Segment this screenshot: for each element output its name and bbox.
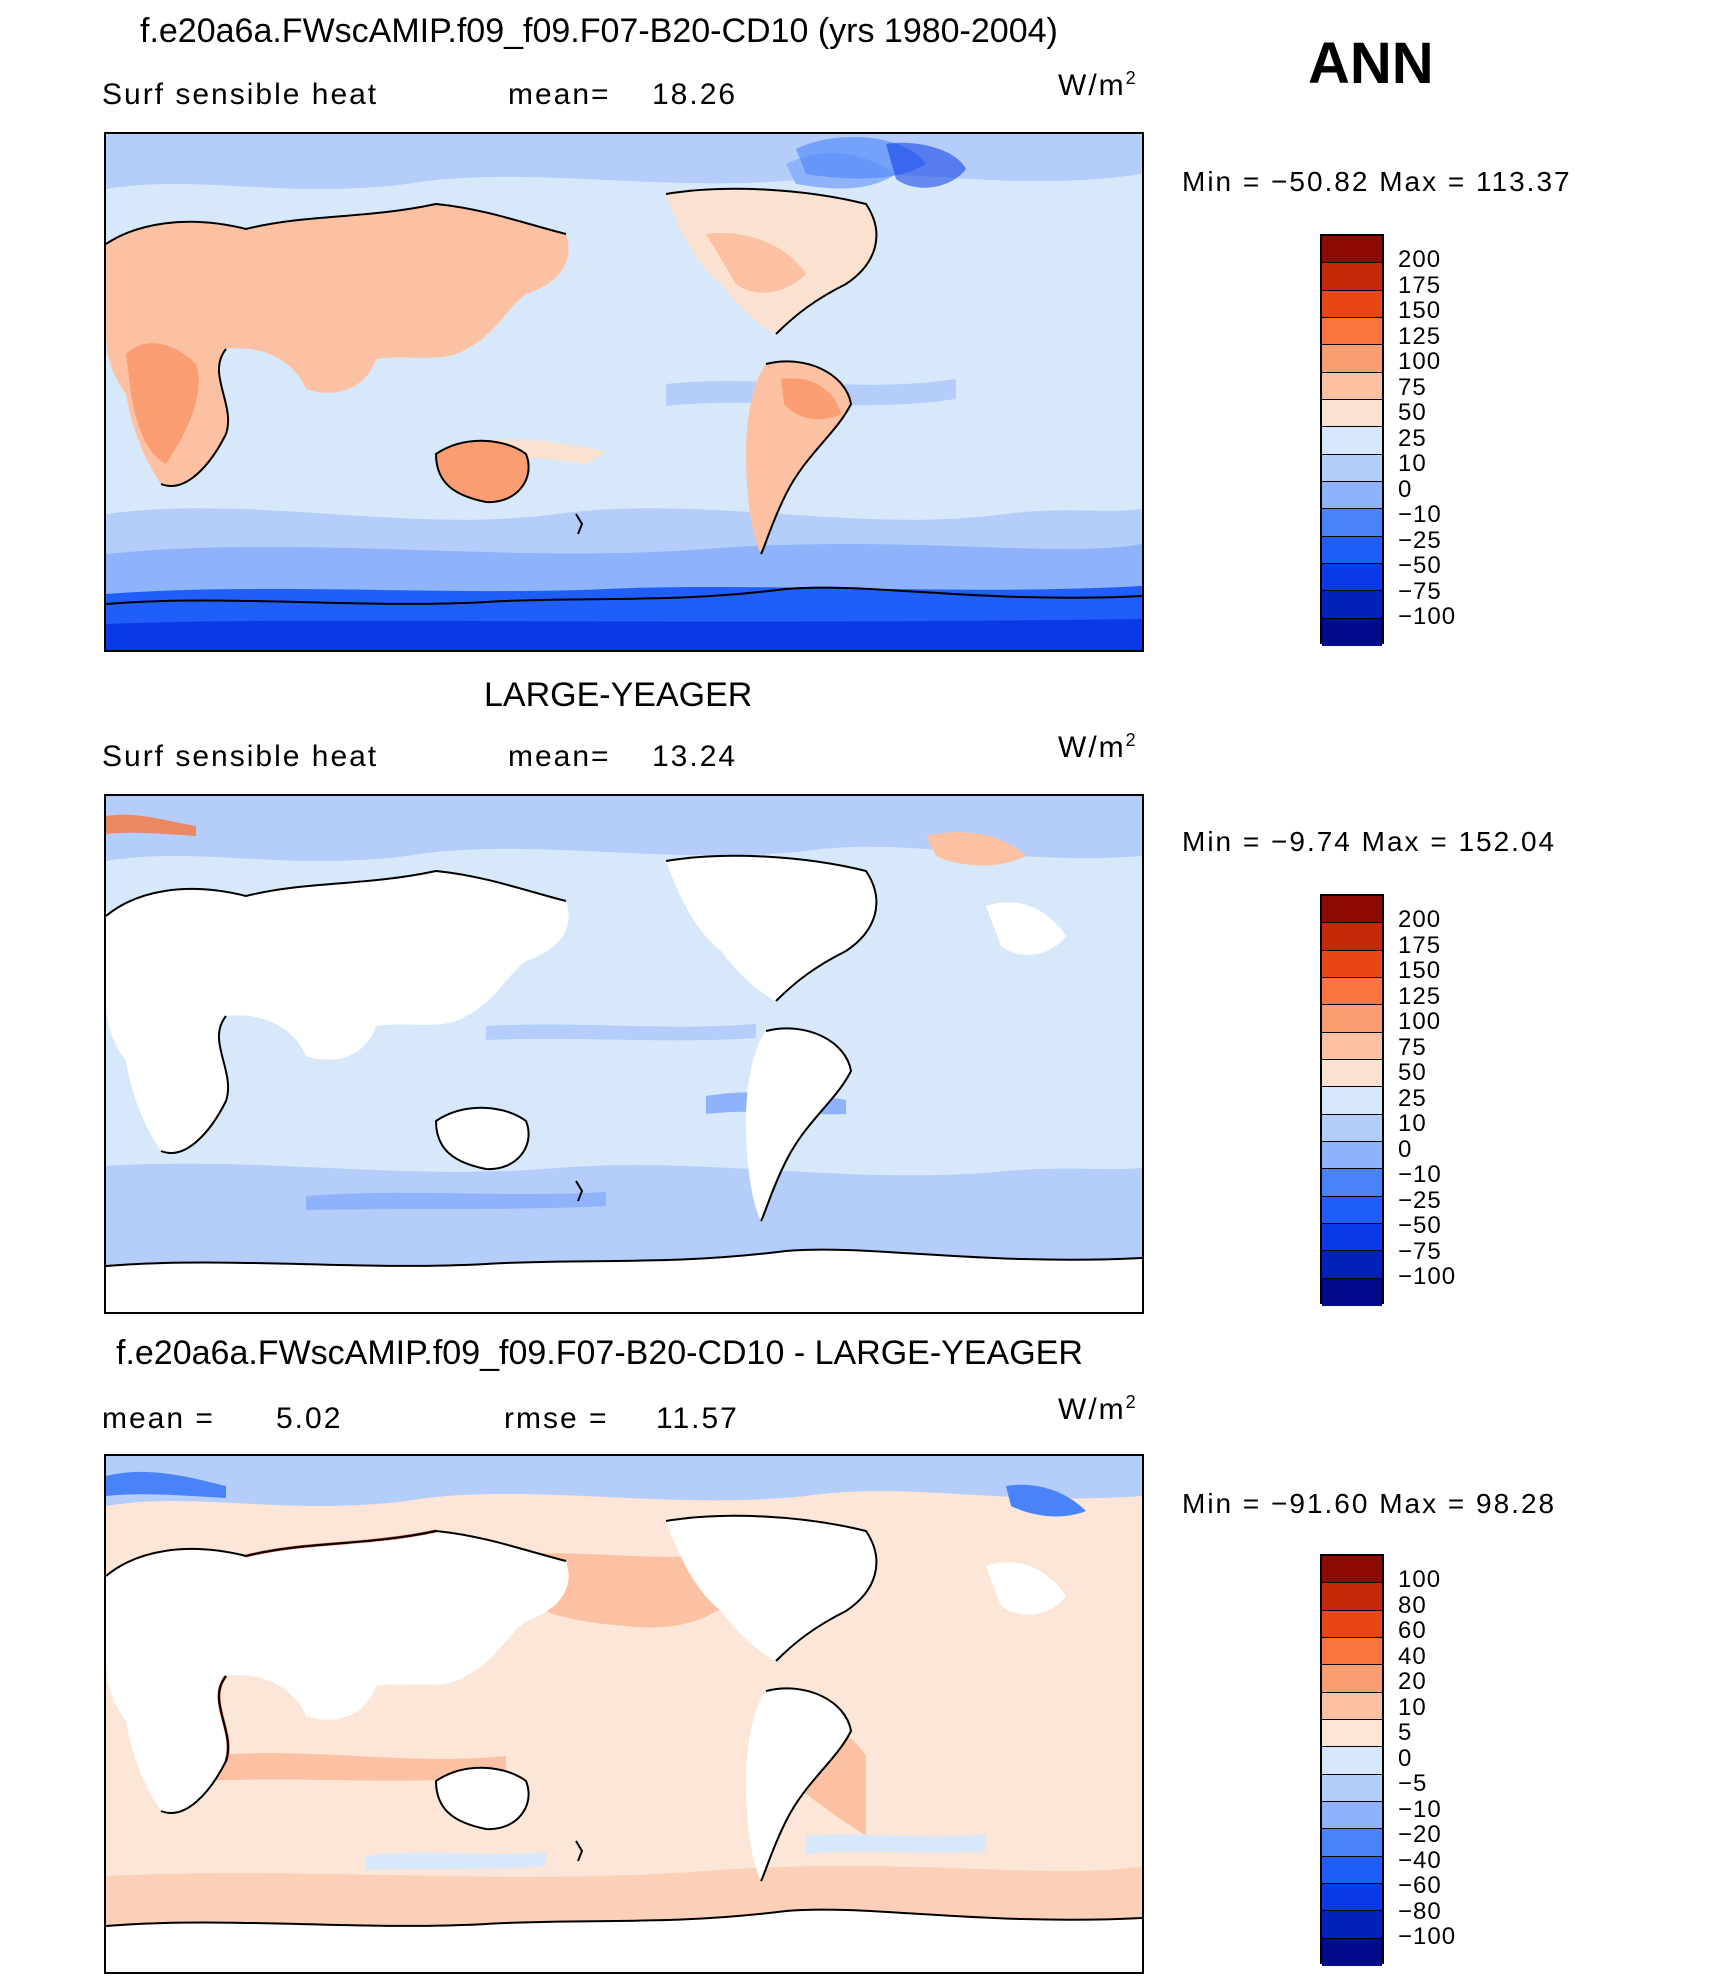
colorbar-label: 200 — [1398, 246, 1442, 273]
colorbar-label: 125 — [1398, 323, 1442, 350]
colorbar-label: 75 — [1398, 1034, 1427, 1061]
panel-1-units: W/m2 — [1058, 68, 1138, 102]
panel-1-variable-label: Surf sensible heat — [102, 78, 379, 111]
panel-1-mean-value: 18.26 — [652, 78, 738, 111]
panel-1-minmax: Min = −50.82 Max = 113.37 — [1182, 166, 1572, 197]
colorbar-label: 20 — [1398, 1668, 1427, 1695]
colorbar-label: −100 — [1398, 1923, 1457, 1950]
colorbar-label: 175 — [1398, 272, 1442, 299]
colorbar-label: −75 — [1398, 578, 1442, 605]
colorbar-label: 25 — [1398, 1085, 1427, 1112]
colorbar-label: −80 — [1398, 1898, 1442, 1925]
colorbar-label: 150 — [1398, 957, 1442, 984]
colorbar-label: 25 — [1398, 425, 1427, 452]
colorbar-label: 100 — [1398, 1566, 1442, 1593]
panel-2-mean-label: mean= — [508, 740, 611, 773]
colorbar-label: 50 — [1398, 399, 1427, 426]
colorbar-label: 10 — [1398, 450, 1427, 477]
season-label: ANN — [1308, 31, 1434, 96]
colorbar-label: 75 — [1398, 374, 1427, 401]
panel-3-mean-value: 5.02 — [276, 1402, 343, 1435]
colorbar-label: −100 — [1398, 603, 1457, 630]
panel-2-variable-label: Surf sensible heat — [102, 740, 379, 773]
panel-3-title: f.e20a6a.FWscAMIP.f09_f09.F07-B20-CD10 -… — [116, 1334, 1083, 1372]
colorbar-label: 50 — [1398, 1059, 1427, 1086]
panel-1-title: f.e20a6a.FWscAMIP.f09_f09.F07-B20-CD10 (… — [140, 12, 1058, 50]
colorbar-label: 0 — [1398, 476, 1413, 503]
panel-3-rmse-value: 11.57 — [656, 1402, 739, 1435]
colorbar-label: 100 — [1398, 348, 1442, 375]
colorbar-label: 100 — [1398, 1008, 1442, 1035]
colorbar-label: −20 — [1398, 1821, 1442, 1848]
panel-1-mean-label: mean= — [508, 78, 611, 111]
colorbar-label: −10 — [1398, 1796, 1442, 1823]
panel-2-colorbar — [1320, 894, 1384, 1306]
colorbar-label: −50 — [1398, 552, 1442, 579]
panel-2-mean-value: 13.24 — [652, 740, 738, 773]
panel-3-colorbar — [1320, 1554, 1384, 1966]
colorbar-label: 200 — [1398, 906, 1442, 933]
colorbar-label: 10 — [1398, 1110, 1427, 1137]
panel-1-colorbar — [1320, 234, 1384, 646]
panel-3-minmax: Min = −91.60 Max = 98.28 — [1182, 1488, 1557, 1519]
panel-1-map — [104, 132, 1144, 652]
colorbar-label: −10 — [1398, 1161, 1442, 1188]
panel-2-minmax: Min = −9.74 Max = 152.04 — [1182, 826, 1557, 857]
panel-2-units: W/m2 — [1058, 730, 1138, 764]
colorbar-label: −40 — [1398, 1847, 1442, 1874]
colorbar-label: 10 — [1398, 1694, 1427, 1721]
colorbar-label: 0 — [1398, 1136, 1413, 1163]
colorbar-label: 40 — [1398, 1643, 1427, 1670]
panel-2-title: LARGE-YEAGER — [484, 676, 753, 714]
colorbar-label: −50 — [1398, 1212, 1442, 1239]
colorbar-label: −5 — [1398, 1770, 1428, 1797]
colorbar-label: 175 — [1398, 932, 1442, 959]
panel-3-units: W/m2 — [1058, 1392, 1138, 1426]
panel-2-map — [104, 794, 1144, 1314]
colorbar-label: 5 — [1398, 1719, 1413, 1746]
colorbar-label: −100 — [1398, 1263, 1457, 1290]
colorbar-label: −25 — [1398, 527, 1442, 554]
colorbar-label: 80 — [1398, 1592, 1427, 1619]
colorbar-label: −75 — [1398, 1238, 1442, 1265]
panel-3-rmse-label: rmse = — [504, 1402, 609, 1435]
colorbar-label: 150 — [1398, 297, 1442, 324]
panel-3-map — [104, 1454, 1144, 1974]
colorbar-label: 0 — [1398, 1745, 1413, 1772]
colorbar-label: −60 — [1398, 1872, 1442, 1899]
colorbar-label: 60 — [1398, 1617, 1427, 1644]
colorbar-label: −10 — [1398, 501, 1442, 528]
colorbar-label: −25 — [1398, 1187, 1442, 1214]
panel-3-mean-label: mean = — [102, 1402, 215, 1435]
colorbar-label: 125 — [1398, 983, 1442, 1010]
